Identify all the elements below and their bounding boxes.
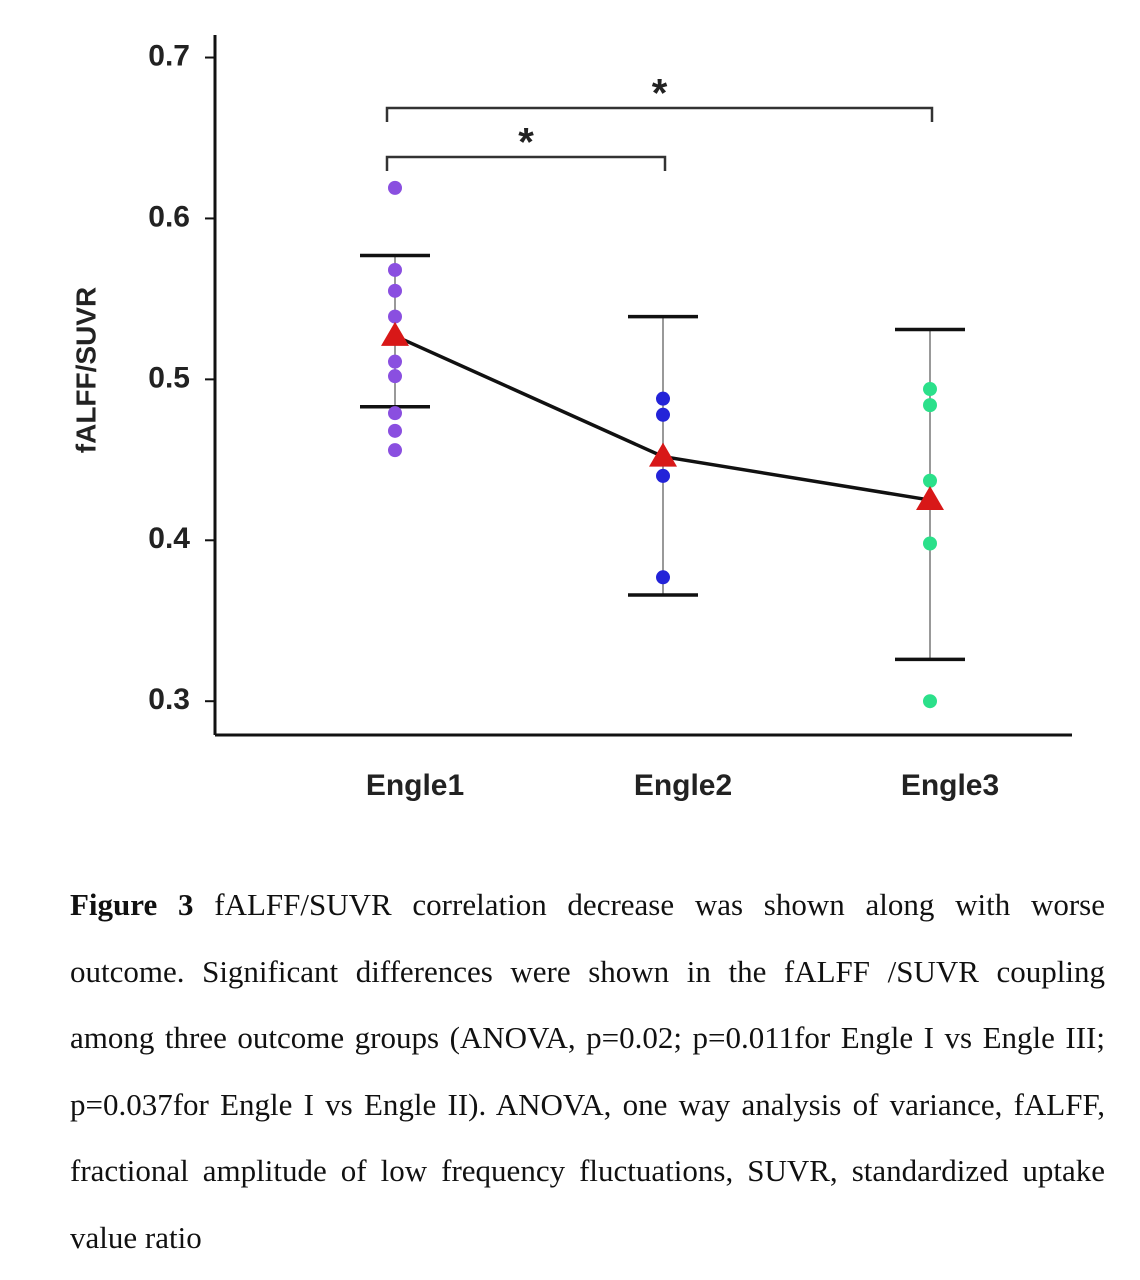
y-tick-label: 0.5	[148, 361, 190, 394]
data-point	[656, 391, 670, 406]
data-point	[388, 354, 402, 369]
data-point	[656, 407, 670, 422]
y-tick-label: 0.6	[148, 200, 190, 233]
data-point	[388, 283, 402, 298]
data-point	[923, 382, 937, 397]
y-tick-label: 0.7	[148, 39, 190, 72]
significance-bracket	[385, 106, 934, 122]
data-point	[923, 694, 937, 709]
x-tick-label: Engle3	[901, 769, 999, 802]
data-point	[388, 423, 402, 438]
data-point	[388, 262, 402, 277]
data-point	[388, 180, 402, 195]
data-point	[923, 473, 937, 488]
data-point	[388, 369, 402, 384]
data-point	[388, 406, 402, 421]
y-tick-label: 0.4	[148, 522, 190, 555]
y-axis-label: fALFF/SUVR	[70, 287, 101, 453]
significance-label: *	[652, 72, 668, 116]
mean-marker	[381, 321, 409, 346]
mean-marker	[916, 486, 944, 511]
data-point	[923, 398, 937, 413]
significance-bracket	[385, 155, 667, 171]
caption-text: fALFF/SUVR correlation decrease was show…	[70, 887, 1106, 1255]
significance-label: *	[518, 121, 534, 165]
data-point	[656, 468, 670, 483]
caption-label: Figure 3	[70, 887, 194, 922]
x-tick-label: Engle2	[634, 769, 732, 802]
y-tick-label: 0.3	[148, 683, 190, 716]
caption: Figure 3 fALFF/SUVR correlation decrease…	[70, 872, 1105, 1271]
data-point	[388, 443, 402, 458]
data-point	[656, 570, 670, 585]
chart: fALFF/SUVR 0.3 0.4 0.5 0.6 0.7 Engle1 Engle2 En…	[70, 35, 1072, 802]
mean-marker	[649, 442, 677, 467]
x-tick-label: Engle1	[366, 769, 464, 802]
data-point	[388, 309, 402, 324]
data-point	[923, 536, 937, 551]
